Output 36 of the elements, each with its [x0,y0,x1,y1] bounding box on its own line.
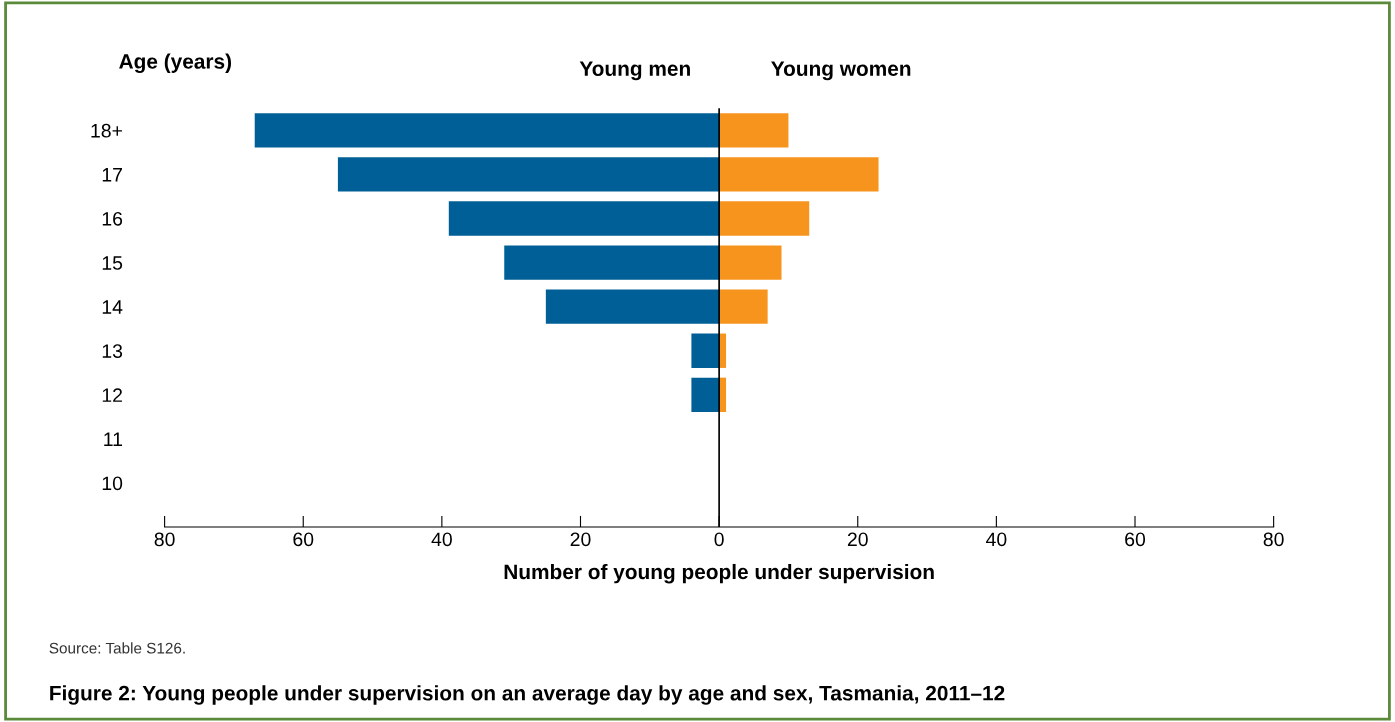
y-tick-label: 11 [104,432,122,446]
x-axis-title: Number of young people under supervision [504,563,934,584]
y-tick-label: 12 [102,388,122,402]
y-tick-label: 13 [102,344,123,358]
x-tick-label: 0 [714,532,724,547]
bar [691,333,720,368]
bar [448,201,720,236]
bar [254,113,720,148]
x-tick-label: 80 [1263,532,1284,547]
bar [719,289,768,324]
x-tick-label: 40 [431,532,452,547]
bar [691,377,720,413]
y-tick-label: 17 [102,168,122,182]
source-note: Source: Table S126. [49,642,185,654]
x-tick-label: 20 [847,532,868,547]
bar [719,157,879,192]
series-label: Young men [579,61,690,81]
y-tick-label: 16 [102,211,123,226]
x-tick-label: 60 [293,532,314,547]
x-tick-label: 20 [570,532,591,547]
bar [719,245,782,280]
x-tick-label: 80 [154,532,175,547]
bar [545,289,720,324]
y-tick-label: 18+ [91,123,122,138]
series-label: Young women [771,61,911,81]
bar [719,113,789,148]
bar [337,157,720,192]
y-axis-title: Age (years) [119,53,232,73]
x-tick-label: 40 [986,532,1007,547]
text: Figure 2: Young people under supervision on an average day by age and sex, Tasmania, 2011–12 [50,685,1005,705]
bar [504,245,720,280]
bar [719,201,810,236]
x-tick-label: 60 [1125,532,1146,547]
y-tick-label: 10 [102,476,123,491]
y-tick-label: 14 [102,300,123,314]
y-tick-label: 15 [102,256,123,270]
